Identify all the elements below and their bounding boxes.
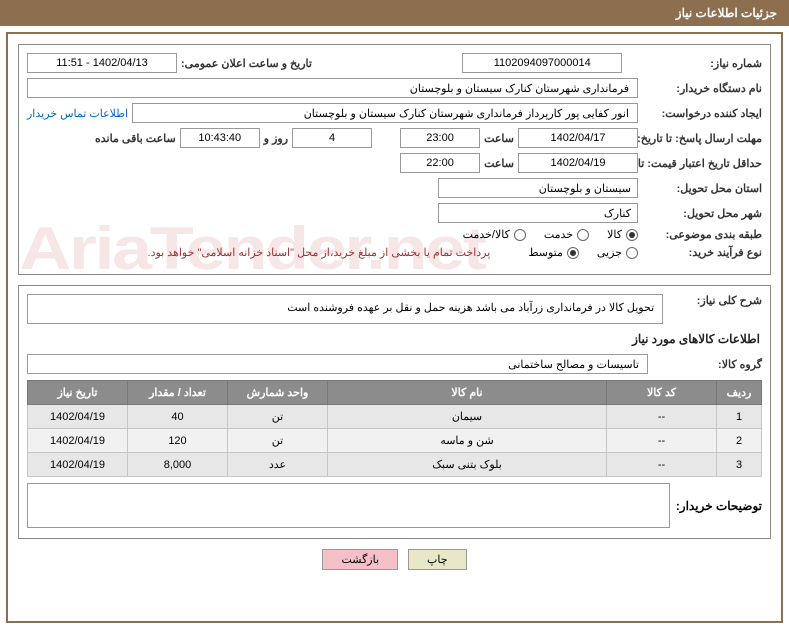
announce-label: تاریخ و ساعت اعلان عمومی:: [181, 57, 312, 70]
print-button[interactable]: چاپ: [408, 549, 467, 570]
page-header: جزئیات اطلاعات نیاز: [0, 0, 789, 26]
buyer-org-value: فرمانداری شهرستان کنارک سیستان و بلوچستا…: [27, 78, 638, 98]
time-label-2: ساعت: [484, 157, 514, 170]
th-qty: تعداد / مقدار: [128, 381, 228, 405]
th-name: نام کالا: [328, 381, 607, 405]
delivery-city-value: کنارک: [438, 203, 638, 223]
table-row: 3--بلوک بتنی سبکعدد8,0001402/04/19: [28, 453, 762, 477]
table-cell: 8,000: [128, 453, 228, 477]
table-cell: --: [607, 405, 717, 429]
payment-note: پرداخت تمام یا بخشی از مبلغ خرید،از محل …: [148, 246, 491, 259]
price-time: 22:00: [400, 153, 480, 173]
reply-deadline-label: مهلت ارسال پاسخ: تا تاریخ:: [642, 132, 762, 145]
radio-service[interactable]: خدمت: [544, 228, 589, 241]
radio-minor-label: جزیی: [597, 246, 622, 259]
table-cell: 40: [128, 405, 228, 429]
table-cell: 2: [717, 429, 762, 453]
desc-label: شرح کلی نیاز:: [667, 294, 762, 307]
th-date: تاریخ نیاز: [28, 381, 128, 405]
group-label: گروه کالا:: [652, 358, 762, 371]
table-cell: 1: [717, 405, 762, 429]
days-count: 4: [292, 128, 372, 148]
table-cell: --: [607, 429, 717, 453]
radio-goods-service-label: کالا/خدمت: [463, 228, 510, 241]
table-row: 2--شن و ماسهتن1201402/04/19: [28, 429, 762, 453]
buyer-org-label: نام دستگاه خریدار:: [642, 82, 762, 95]
table-cell: --: [607, 453, 717, 477]
radio-minor[interactable]: جزیی: [597, 246, 638, 259]
goods-table: ردیف کد کالا نام کالا واحد شمارش تعداد /…: [27, 380, 762, 477]
contact-link[interactable]: اطلاعات تماس خریدار: [27, 107, 128, 120]
notes-box: [27, 483, 670, 528]
table-cell: 1402/04/19: [28, 429, 128, 453]
table-cell: تن: [228, 405, 328, 429]
main-container: AriaTender.net شماره نیاز: 1102094097000…: [6, 32, 783, 623]
table-cell: 1402/04/19: [28, 405, 128, 429]
th-code: کد کالا: [607, 381, 717, 405]
radio-goods[interactable]: کالا: [607, 228, 638, 241]
process-radio-group: جزیی متوسط: [528, 246, 638, 259]
radio-medium-label: متوسط: [528, 246, 563, 259]
back-button[interactable]: بازگشت: [322, 549, 398, 570]
delivery-province-label: استان محل تحویل:: [642, 182, 762, 195]
remaining-label: ساعت باقی مانده: [95, 132, 176, 145]
desc-text: تحویل کالا در فرمانداری زرآباد می باشد ه…: [27, 294, 663, 324]
radio-medium[interactable]: متوسط: [528, 246, 579, 259]
process-label: نوع فرآیند خرید:: [642, 246, 762, 259]
price-date: 1402/04/19: [518, 153, 638, 173]
goods-section-title: اطلاعات کالاهای مورد نیاز: [29, 332, 760, 346]
category-label: طبقه بندی موضوعی:: [642, 228, 762, 241]
table-cell: 3: [717, 453, 762, 477]
page-title: جزئیات اطلاعات نیاز: [676, 6, 777, 20]
button-row: چاپ بازگشت: [18, 549, 771, 570]
table-cell: 1402/04/19: [28, 453, 128, 477]
table-cell: 120: [128, 429, 228, 453]
days-and-label: روز و: [264, 132, 288, 145]
table-row: 1--سیمانتن401402/04/19: [28, 405, 762, 429]
requester-label: ایجاد کننده درخواست:: [642, 107, 762, 120]
need-number-value: 1102094097000014: [462, 53, 622, 73]
reply-time: 23:00: [400, 128, 480, 148]
table-cell: شن و ماسه: [328, 429, 607, 453]
group-value: تاسیسات و مصالح ساختمانی: [27, 354, 648, 374]
description-fieldset: شرح کلی نیاز: تحویل کالا در فرمانداری زر…: [18, 285, 771, 539]
requester-value: انور کفایی پور کارپرداز فرمانداری شهرستا…: [132, 103, 638, 123]
delivery-city-label: شهر محل تحویل:: [642, 207, 762, 220]
category-radio-group: کالا خدمت کالا/خدمت: [463, 228, 638, 241]
th-row: ردیف: [717, 381, 762, 405]
table-cell: عدد: [228, 453, 328, 477]
reply-date: 1402/04/17: [518, 128, 638, 148]
info-fieldset: شماره نیاز: 1102094097000014 تاریخ و ساع…: [18, 44, 771, 275]
th-unit: واحد شمارش: [228, 381, 328, 405]
radio-goods-label: کالا: [607, 228, 622, 241]
radio-goods-service[interactable]: کالا/خدمت: [463, 228, 526, 241]
announce-value: 1402/04/13 - 11:51: [27, 53, 177, 73]
radio-service-label: خدمت: [544, 228, 573, 241]
delivery-province-value: سیستان و بلوچستان: [438, 178, 638, 198]
notes-label: توضیحات خریدار:: [676, 483, 762, 528]
table-cell: بلوک بتنی سبک: [328, 453, 607, 477]
table-cell: سیمان: [328, 405, 607, 429]
price-validity-label: حداقل تاریخ اعتبار قیمت: تا تاریخ:: [642, 157, 762, 170]
time-label-1: ساعت: [484, 132, 514, 145]
need-number-label: شماره نیاز:: [710, 57, 762, 70]
countdown: 10:43:40: [180, 128, 260, 148]
table-cell: تن: [228, 429, 328, 453]
